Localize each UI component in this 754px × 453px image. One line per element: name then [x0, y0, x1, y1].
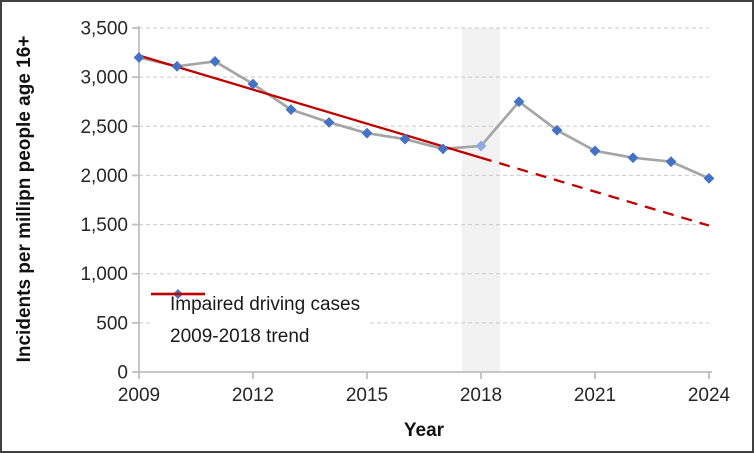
data-point-2018: [475, 140, 487, 152]
data-point-2011: [209, 56, 221, 67]
legend-label-series: Impaired driving cases: [170, 294, 361, 315]
x-tick-label: 2021: [574, 385, 616, 406]
y-tick-label: 0: [117, 363, 128, 384]
data-point-2021: [589, 145, 601, 157]
data-point-2010: [171, 60, 183, 72]
data-point-2009: [133, 52, 145, 63]
y-tick-label: 2,000: [80, 166, 128, 187]
highlight-band: [462, 28, 500, 372]
legend-label-trend: 2009-2018 trend: [170, 326, 310, 347]
data-point-2022: [627, 152, 639, 164]
x-tick-label: 2015: [346, 385, 388, 406]
legend: Impaired driving cases 2009-2018 trend: [151, 288, 371, 356]
x-tick-label: 2018: [460, 385, 502, 406]
x-tick-label: 2024: [688, 385, 731, 406]
y-tick-label: 3,000: [80, 68, 128, 89]
y-tick-label: 500: [96, 313, 128, 334]
y-tick-label: 2,500: [80, 117, 128, 138]
data-point-2019: [513, 96, 525, 108]
data-point-2015: [361, 127, 373, 139]
data-point-2013: [285, 104, 297, 115]
legend-item-trend: 2009-2018 trend: [151, 292, 360, 352]
data-point-2020: [551, 124, 563, 136]
data-point-2024: [703, 172, 715, 184]
x-tick-label: 2009: [118, 385, 160, 406]
y-tick-label: 3,500: [80, 19, 128, 40]
data-point-2014: [323, 116, 335, 128]
trend-line-dashed: [480, 156, 710, 227]
data-point-2012: [247, 78, 259, 90]
data-point-2016: [399, 133, 411, 145]
data-point-2017: [437, 143, 449, 155]
y-tick-label: 1,000: [80, 264, 128, 285]
data-point-2023: [665, 156, 677, 168]
x-tick-label: 2012: [232, 385, 274, 406]
y-tick-label: 1,500: [80, 215, 128, 236]
y-axis-title: Incidents per millipn people age 16+: [14, 35, 35, 363]
x-axis-title: Year: [403, 420, 445, 441]
trend-swatch-line-icon: [151, 292, 205, 296]
trend-line-solid: [138, 54, 482, 159]
series-line: [137, 56, 711, 180]
